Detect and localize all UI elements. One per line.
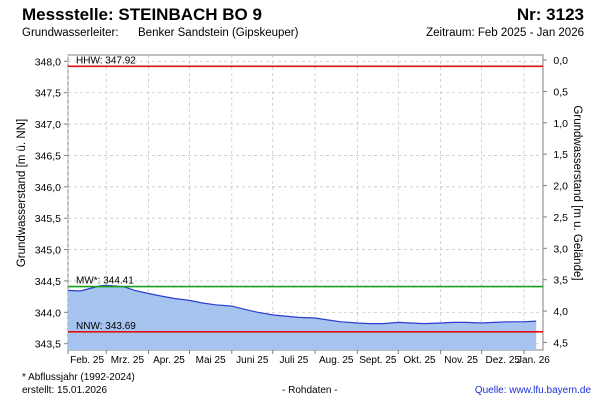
station-number: Nr: 3123 [516, 5, 584, 24]
right-tick-label: 2,0 [553, 181, 568, 193]
nnw-line-label: NNW: 343.69 [76, 321, 136, 332]
reference-lines: HHW: 347.92 MW*: 344.41 NNW: 343.69 [68, 55, 543, 333]
left-tick-label: 345,0 [35, 245, 61, 257]
x-tick-label: Mrz. 25 [111, 355, 145, 366]
left-tick-label: 347,5 [35, 88, 61, 100]
left-tick-label: 347,0 [35, 119, 61, 131]
right-tick-label: 2,5 [553, 212, 568, 224]
source-link[interactable]: Quelle: www.lfu.bayern.de [474, 385, 591, 396]
period-label: Zeitraum: Feb 2025 - Jan 2026 [426, 27, 584, 39]
mw-line-label: MW*: 344.41 [76, 276, 134, 287]
right-tick-label: 0,5 [553, 86, 568, 98]
station-title: Messstelle: STEINBACH BO 9 [22, 5, 262, 24]
created-date: erstellt: 15.01.2026 [22, 385, 108, 396]
x-tick-label: Sept. 25 [359, 355, 397, 366]
aquifer-label: Grundwasserleiter: [22, 27, 119, 39]
right-tick-label: 0,0 [553, 55, 568, 67]
aquifer-value: Benker Sandstein (Gipskeuper) [138, 27, 299, 39]
left-tick-label: 346,5 [35, 150, 61, 162]
left-y-ticks: 348,0 347,5 347,0 346,5 346,0 345,5 345,0 344,5… [35, 56, 68, 351]
raw-data-note: - Rohdaten - [282, 385, 338, 396]
source-note: Quelle: www.lfu.bayern.de [475, 385, 591, 396]
left-tick-label: 344,5 [35, 276, 61, 288]
right-tick-label: 1,5 [553, 149, 568, 161]
right-y-ticks: 0,0 0,5 1,0 1,5 2,0 2,5 3,0 3,5 4,0 4,5 [543, 55, 568, 349]
x-tick-label: Mai 25 [196, 355, 226, 366]
x-tick-label: Apr. 25 [153, 355, 185, 366]
x-tick-label: Aug. 25 [319, 355, 354, 366]
x-tick-label: Jan. 26 [517, 355, 550, 366]
right-tick-label: 4,0 [553, 306, 568, 318]
x-tick-label: Okt. 25 [403, 355, 436, 366]
right-tick-label: 3,0 [553, 243, 568, 255]
right-tick-label: 4,5 [553, 337, 568, 349]
right-tick-label: 3,5 [553, 275, 568, 287]
x-tick-label: Juni 25 [236, 355, 269, 366]
x-tick-label: Juli 25 [279, 355, 308, 366]
hhw-line-label: HHW: 347.92 [76, 55, 136, 66]
right-tick-label: 1,0 [553, 118, 568, 130]
x-tick-label: Dez. 25 [485, 355, 520, 366]
left-tick-label: 344,0 [35, 307, 61, 319]
left-tick-label: 345,5 [35, 213, 61, 225]
x-ticks: Feb. 25 Mrz. 25 Apr. 25 Mai 25 Juni 25 Juli 2… [67, 350, 550, 366]
left-tick-label: 343,5 [35, 339, 61, 351]
footnote: * Abflussjahr (1992-2024) [22, 372, 135, 383]
x-tick-label: Nov. 25 [444, 355, 478, 366]
left-tick-label: 348,0 [35, 56, 61, 68]
x-tick-label: Feb. 25 [70, 355, 104, 366]
left-tick-label: 346,0 [35, 182, 61, 194]
